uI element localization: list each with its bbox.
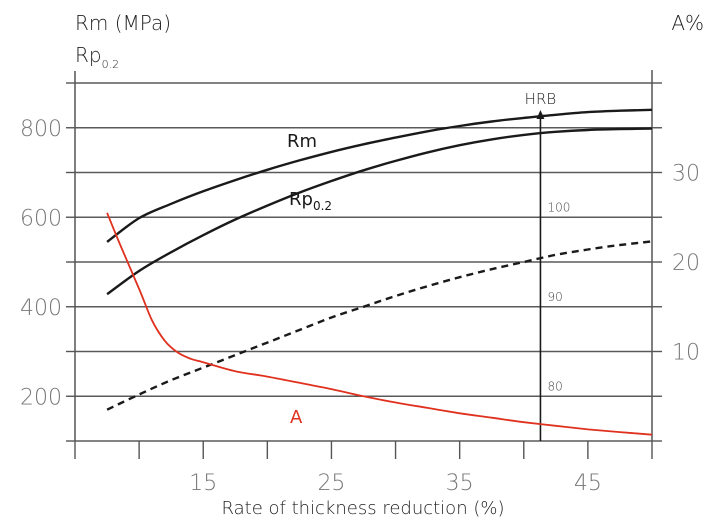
x-tick-label: 35 [446, 471, 474, 496]
series-rm-line [106, 108, 653, 243]
x-tick-label: 45 [574, 471, 602, 496]
hrb-tick-label: 90 [547, 290, 562, 304]
left-axis-label: Rm (MPa) [75, 11, 171, 35]
x-axis-label: Rate of thickness reduction (%) [222, 498, 505, 519]
left-tick-label: 200 [20, 385, 62, 410]
right-tick-label: 10 [672, 341, 700, 366]
x-tick-label: 25 [317, 471, 345, 496]
series-a-label: A [290, 407, 303, 428]
left-tick-label: 800 [20, 117, 62, 142]
left-axis-label-2: Rp0.2 [75, 43, 119, 71]
hrb-axis-label: HRB [525, 90, 557, 108]
series-hrb-line [106, 240, 653, 411]
series-rp02-label: Rp0.2 [289, 189, 332, 213]
tick-labels: 200 400 600 800 10 20 30 15 25 35 45 HRB 80 90 100 [20, 90, 700, 496]
series-rm-label: Rm [287, 131, 317, 152]
right-tick-label: 30 [672, 162, 700, 187]
axes [66, 70, 662, 459]
series: Rm Rp0.2 A [106, 108, 653, 436]
axis-labels: Rm (MPa) Rp0.2 A% Rate of thickness redu… [75, 11, 704, 519]
right-tick-label: 20 [672, 251, 700, 276]
left-tick-label: 400 [20, 296, 62, 321]
series-rp0-2-line [106, 127, 653, 296]
left-tick-label: 600 [20, 206, 62, 231]
hrb-tick-label: 80 [547, 379, 562, 393]
right-axis-label: A% [671, 11, 704, 35]
series-a-line [106, 212, 653, 436]
x-tick-label: 15 [189, 471, 217, 496]
grid-lines [75, 82, 652, 442]
hrb-tick-label: 100 [547, 200, 570, 214]
